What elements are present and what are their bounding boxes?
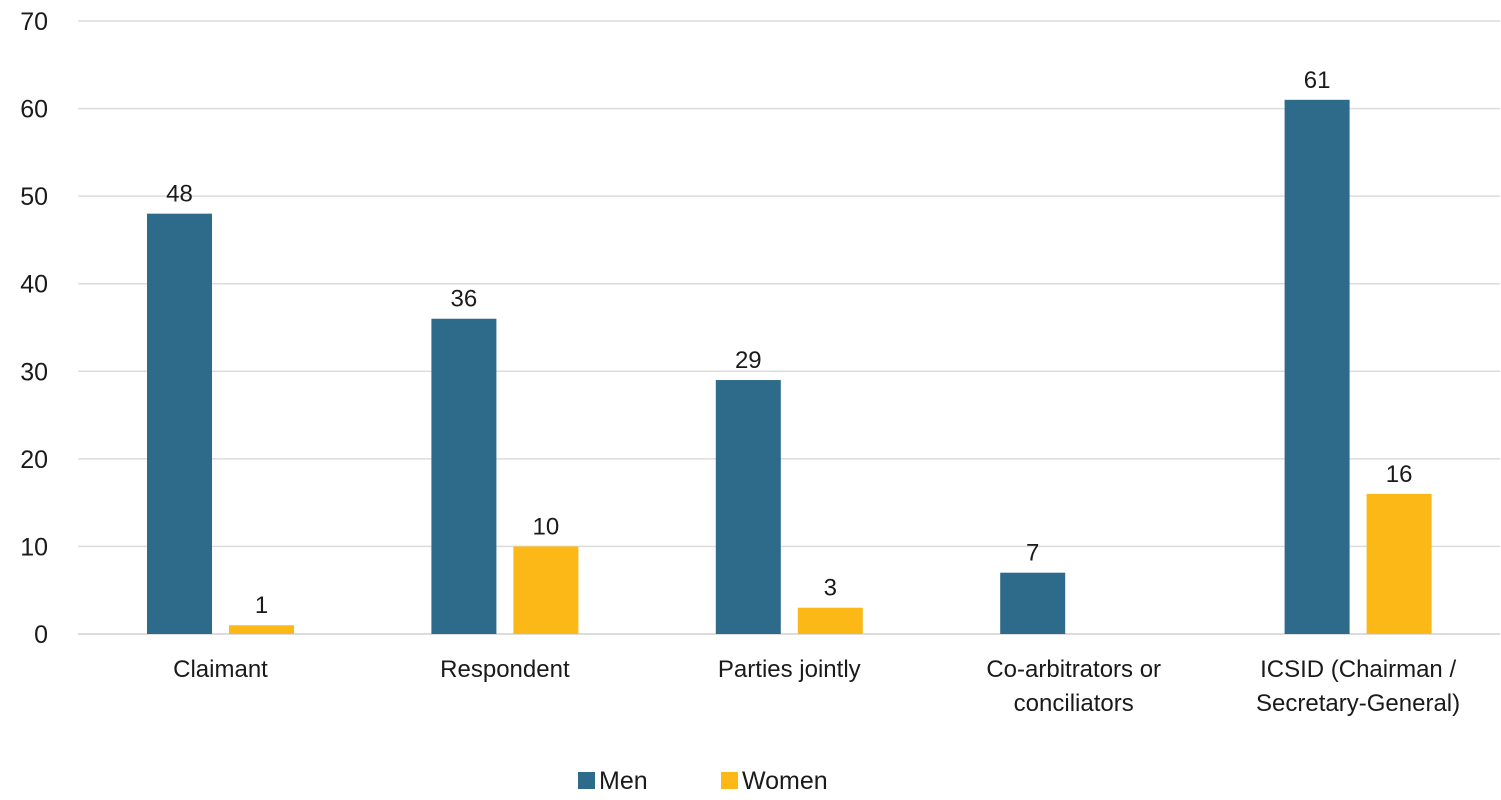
y-tick-label: 40	[20, 271, 48, 299]
x-category-label: Co-arbitrators or	[986, 656, 1161, 683]
data-label-men-0: 48	[166, 181, 193, 208]
y-tick-label: 60	[20, 96, 48, 124]
y-axis-ticks: 0 10 20 30 40 50 60 70	[20, 8, 48, 649]
bars	[147, 99, 1432, 635]
x-category-label: Respondent	[440, 656, 570, 683]
x-category-label: Secretary-General)	[1256, 690, 1460, 717]
bar-women-0	[229, 625, 294, 634]
bar-men-4	[1284, 99, 1350, 635]
x-axis-categories: Claimant Respondent Parties jointly Co-arbi…	[173, 656, 1460, 717]
x-category-label: Parties jointly	[718, 656, 861, 683]
bar-men-2	[715, 380, 781, 634]
bar-women-4	[1366, 493, 1432, 634]
bar-women-2	[797, 607, 863, 634]
data-label-women-0: 1	[255, 592, 268, 619]
y-tick-label: 30	[20, 358, 48, 386]
data-labels: 48 1 36 10 29 3 7 61 16	[166, 67, 1412, 619]
legend-label-men: Men	[599, 767, 648, 795]
legend-swatch-men	[578, 772, 595, 789]
bar-men-1	[431, 318, 497, 634]
gridlines	[78, 20, 1500, 635]
bar-men-3	[1000, 572, 1066, 634]
y-tick-label: 10	[20, 533, 48, 561]
data-label-women-1: 10	[533, 513, 560, 540]
y-tick-label: 20	[20, 446, 48, 474]
x-category-label: ICSID (Chairman /	[1260, 656, 1456, 683]
x-category-label: Claimant	[173, 656, 268, 683]
legend-swatch-women	[721, 772, 738, 789]
x-category-label: conciliators	[1014, 690, 1134, 717]
legend: Men Women	[578, 767, 828, 795]
data-label-women-2: 3	[824, 575, 837, 602]
data-label-men-3: 7	[1026, 540, 1039, 567]
bar-men-0	[147, 213, 212, 634]
y-tick-label: 50	[20, 183, 48, 211]
data-label-women-4: 16	[1386, 461, 1413, 488]
bar-women-1	[513, 546, 579, 634]
data-label-men-4: 61	[1304, 67, 1331, 94]
data-label-men-2: 29	[735, 347, 762, 374]
y-tick-label: 0	[34, 621, 48, 649]
y-tick-label: 70	[20, 8, 48, 36]
data-label-men-1: 36	[451, 286, 478, 313]
legend-label-women: Women	[742, 767, 828, 795]
